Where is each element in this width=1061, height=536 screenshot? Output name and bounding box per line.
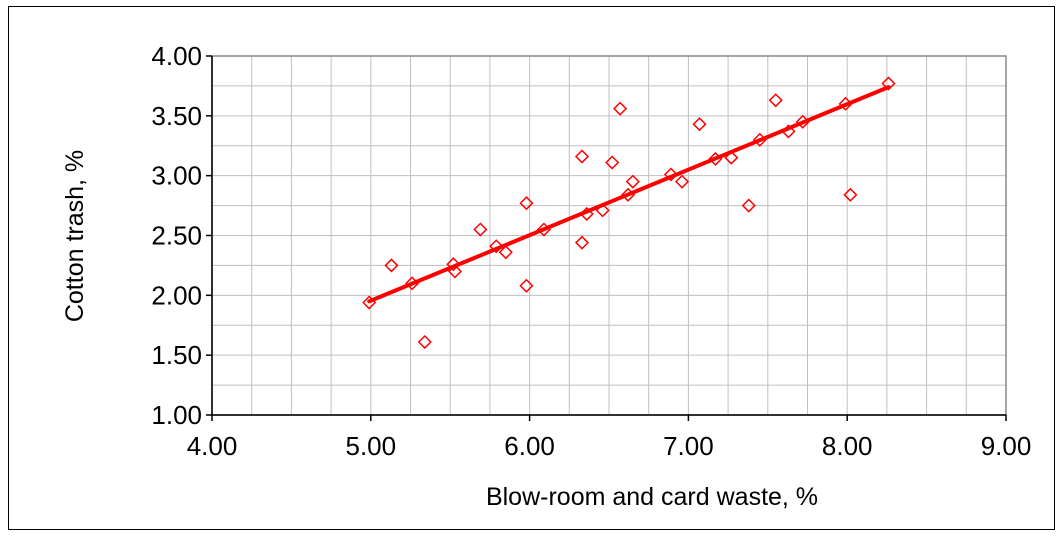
data-point xyxy=(498,245,513,260)
data-point xyxy=(781,124,796,139)
data-point xyxy=(674,174,690,189)
data-point xyxy=(768,93,783,108)
x-tick-label: 5.00 xyxy=(345,431,396,461)
data-point xyxy=(447,264,463,279)
data-point xyxy=(838,96,853,111)
data-point xyxy=(362,295,377,310)
x-axis-title: Blow-room and card waste, % xyxy=(486,483,818,511)
data-point xyxy=(384,258,399,273)
data-point xyxy=(752,132,767,147)
data-point xyxy=(741,198,756,213)
data-points xyxy=(362,76,896,350)
y-tick-label: 1.50 xyxy=(151,340,202,370)
grid-lines xyxy=(211,55,1007,416)
y-tick-label: 1.00 xyxy=(151,400,202,430)
data-point xyxy=(708,151,723,166)
x-tick-label: 9.00 xyxy=(981,431,1032,461)
data-point xyxy=(417,334,432,350)
data-point xyxy=(579,206,594,222)
data-point xyxy=(692,117,707,132)
data-point xyxy=(613,101,628,116)
trendline-group xyxy=(367,85,891,304)
data-point xyxy=(620,187,636,202)
y-axis-title: Cotton trash, % xyxy=(61,150,89,322)
data-point xyxy=(489,239,504,254)
x-axis-tick-labels: 4.00 5.00 6.00 7.00 8.00 9.00 xyxy=(187,415,1032,461)
chart-frame xyxy=(8,6,1055,530)
y-tick-label: 2.00 xyxy=(151,280,202,310)
y-tick-label: 3.50 xyxy=(151,101,202,131)
data-point xyxy=(843,187,858,202)
x-tick-label: 8.00 xyxy=(822,431,873,461)
data-point xyxy=(536,222,551,237)
y-tick-label: 3.00 xyxy=(151,161,202,191)
data-point xyxy=(574,149,590,164)
data-point xyxy=(519,278,534,293)
x-tick-label: 6.00 xyxy=(504,431,555,461)
y-axis-tick-labels: 1.00 1.50 2.00 2.50 3.00 3.50 4.00 xyxy=(151,41,212,430)
data-point xyxy=(446,257,461,272)
data-point xyxy=(595,203,610,218)
data-point xyxy=(519,196,534,211)
trendline xyxy=(367,85,891,304)
data-point xyxy=(605,155,620,170)
data-point xyxy=(881,76,896,91)
data-point xyxy=(795,114,810,129)
y-tick-label: 4.00 xyxy=(151,41,202,71)
y-tick-label: 2.50 xyxy=(151,221,202,251)
data-point xyxy=(405,276,420,291)
data-point xyxy=(473,222,488,237)
data-point xyxy=(663,167,678,182)
data-point xyxy=(625,174,640,189)
x-tick-label: 4.00 xyxy=(187,431,238,461)
data-point xyxy=(574,235,590,250)
data-point xyxy=(724,150,739,165)
x-tick-label: 7.00 xyxy=(663,431,714,461)
